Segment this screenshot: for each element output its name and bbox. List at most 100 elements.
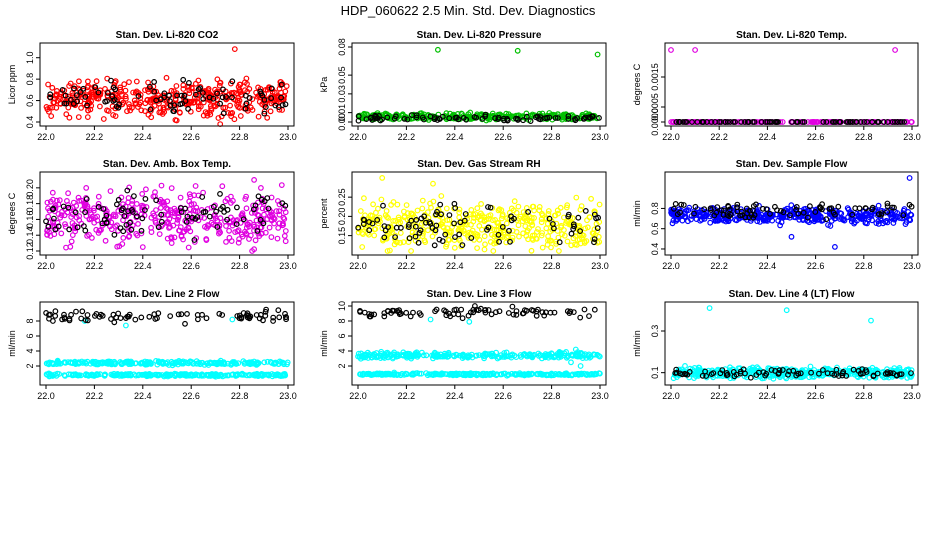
y-tick-label: 0.6 [650,222,660,235]
data-point [556,248,562,254]
data-point [215,373,222,380]
data-point [457,237,463,244]
data-point [409,371,416,377]
y-axis-label: ml/min [632,200,642,227]
data-point [138,230,145,237]
data-point [62,92,69,99]
data-point [456,226,463,233]
data-point [203,236,210,242]
data-point [236,315,243,322]
data-point [186,191,193,198]
panel-title: Stan. Dev. Gas Stream RH [417,159,540,170]
outlier-point [514,47,521,54]
data-point [63,197,70,204]
outlier-point [868,317,874,324]
data-point [509,370,515,377]
data-point [108,360,115,367]
data-point [889,119,896,125]
data-point [140,371,147,378]
data-point [50,318,56,324]
data-point [49,84,56,91]
data-point [270,314,277,321]
data-point [850,366,857,373]
data-point [184,311,190,317]
data-point [533,312,540,319]
data-point [278,81,285,88]
y-tick-label: 0.0000 [650,108,660,136]
data-point [160,211,167,218]
data-point [535,306,541,313]
data-point [406,221,412,228]
data-point [89,359,96,366]
data-point [518,354,524,360]
data-point [92,84,99,91]
data-point [431,116,438,122]
data-point [237,89,244,96]
data-point [835,203,842,210]
data-point [528,247,535,254]
data-point [511,215,517,222]
data-point [461,217,468,224]
data-point [550,221,556,227]
outlier-point [430,180,436,187]
data-point [228,238,235,245]
data-point [115,196,122,203]
data-point [891,204,897,211]
points [43,46,290,127]
data-point [545,208,552,214]
outlier-point [379,174,386,181]
data-point [374,115,381,121]
x-tick-label: 22.6 [182,391,200,401]
data-point [199,311,206,318]
data-point [863,369,870,375]
data-point [486,372,493,378]
data-point [493,226,500,233]
data-point [130,89,137,96]
data-point [216,82,223,89]
outlier-point [231,46,238,52]
data-point [742,370,748,377]
data-point [78,197,85,204]
data-point [591,306,598,313]
data-point [208,359,215,366]
data-point [266,224,273,231]
y-tick-label: 0.0015 [650,63,660,91]
data-point [208,107,215,113]
data-point [387,247,393,254]
data-point [157,204,164,211]
data-point [520,310,527,317]
x-tick-label: 22.0 [349,391,367,401]
data-point [49,372,56,379]
data-point [737,365,743,372]
data-point [384,114,391,121]
data-point [459,315,466,322]
data-point [74,98,80,105]
data-point [482,309,489,316]
data-point [278,182,285,189]
data-point [516,233,522,240]
data-point [405,224,412,231]
data-point [171,234,178,241]
data-point [520,215,527,221]
data-point [191,201,197,208]
data-point [96,103,103,110]
x-tick-label: 22.6 [494,132,512,142]
x-tick-label: 22.8 [543,261,561,271]
data-point [129,360,136,366]
data-point [278,94,285,101]
data-point [249,248,256,254]
data-point [84,102,90,109]
data-point [543,372,550,379]
data-point [229,94,235,101]
data-point [107,188,114,195]
data-point [498,371,505,378]
data-point [440,224,447,231]
data-point [749,367,756,374]
data-point [437,201,444,208]
data-point [459,242,466,249]
data-point [837,119,844,125]
data-point [199,194,206,200]
data-point [498,232,505,239]
